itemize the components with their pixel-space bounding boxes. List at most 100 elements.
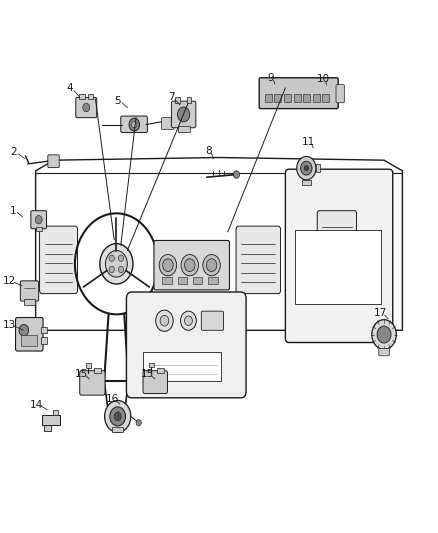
Bar [42, 415, 60, 425]
Text: 4: 4 [67, 83, 73, 93]
FancyBboxPatch shape [171, 101, 196, 128]
Circle shape [19, 325, 28, 336]
Circle shape [35, 215, 42, 224]
Bar [113, 427, 124, 432]
Circle shape [206, 259, 217, 271]
Circle shape [160, 316, 169, 326]
FancyBboxPatch shape [76, 98, 97, 118]
Bar [175, 97, 180, 103]
Bar [208, 277, 218, 284]
Bar [162, 277, 172, 284]
Bar [265, 94, 272, 102]
FancyBboxPatch shape [336, 85, 344, 103]
Circle shape [300, 161, 312, 175]
Circle shape [105, 400, 131, 432]
Bar [322, 94, 329, 102]
Text: 7: 7 [168, 92, 174, 102]
Bar [41, 337, 46, 344]
Circle shape [181, 255, 198, 276]
FancyBboxPatch shape [80, 370, 105, 395]
FancyBboxPatch shape [236, 226, 281, 294]
Bar [313, 94, 320, 102]
Text: 1: 1 [10, 206, 16, 216]
Circle shape [155, 310, 173, 332]
Bar [275, 94, 282, 102]
FancyBboxPatch shape [259, 78, 338, 109]
Circle shape [297, 157, 316, 180]
Circle shape [372, 320, 396, 350]
Circle shape [177, 107, 190, 122]
Text: 9: 9 [267, 73, 274, 83]
Bar [143, 352, 221, 381]
Circle shape [162, 259, 173, 271]
Text: 15: 15 [140, 369, 154, 379]
Bar [149, 363, 154, 367]
FancyBboxPatch shape [161, 118, 174, 130]
Circle shape [109, 266, 114, 273]
Circle shape [136, 419, 141, 426]
FancyBboxPatch shape [317, 211, 357, 269]
Circle shape [203, 255, 220, 276]
Text: 12: 12 [3, 277, 16, 286]
Text: 5: 5 [114, 95, 121, 106]
FancyBboxPatch shape [127, 292, 246, 398]
Bar [41, 327, 46, 333]
Bar [86, 364, 91, 368]
Circle shape [184, 259, 195, 271]
FancyBboxPatch shape [143, 370, 167, 393]
Circle shape [132, 122, 137, 128]
Circle shape [100, 244, 133, 284]
Text: 10: 10 [316, 75, 329, 84]
FancyBboxPatch shape [31, 211, 46, 229]
Bar [157, 368, 164, 373]
Bar [177, 277, 187, 284]
FancyBboxPatch shape [286, 169, 393, 343]
Circle shape [110, 407, 126, 426]
FancyBboxPatch shape [39, 226, 78, 294]
FancyBboxPatch shape [154, 240, 230, 290]
FancyBboxPatch shape [15, 318, 43, 351]
FancyBboxPatch shape [379, 349, 389, 356]
Text: 14: 14 [30, 400, 43, 410]
FancyBboxPatch shape [48, 155, 59, 167]
FancyBboxPatch shape [201, 311, 223, 330]
Bar [293, 94, 300, 102]
Circle shape [109, 255, 114, 261]
Circle shape [159, 255, 177, 276]
Circle shape [129, 118, 140, 131]
Circle shape [374, 322, 383, 333]
Circle shape [83, 103, 90, 112]
Circle shape [377, 326, 391, 343]
Text: 2: 2 [11, 147, 17, 157]
Bar [177, 126, 190, 132]
Circle shape [114, 412, 121, 421]
Bar [193, 277, 202, 284]
Text: 17: 17 [374, 308, 387, 318]
Circle shape [118, 255, 124, 261]
Bar [88, 94, 93, 99]
Bar [187, 97, 191, 103]
Bar [295, 230, 381, 304]
FancyBboxPatch shape [20, 281, 39, 301]
Bar [79, 94, 85, 99]
Bar [316, 164, 320, 172]
Bar [302, 180, 311, 185]
Bar [303, 94, 310, 102]
Text: 15: 15 [75, 369, 88, 379]
Circle shape [106, 251, 127, 277]
Bar [94, 368, 101, 373]
Circle shape [304, 165, 308, 171]
Bar [36, 227, 42, 231]
Text: 16: 16 [106, 394, 119, 405]
Circle shape [118, 266, 124, 273]
Text: 13: 13 [3, 320, 16, 330]
Bar [284, 94, 291, 102]
Bar [44, 425, 51, 431]
Bar [21, 335, 37, 346]
Ellipse shape [340, 311, 358, 318]
Bar [53, 410, 58, 415]
Text: 8: 8 [205, 146, 212, 156]
FancyBboxPatch shape [121, 116, 148, 133]
Text: 11: 11 [302, 136, 315, 147]
Bar [24, 300, 35, 305]
